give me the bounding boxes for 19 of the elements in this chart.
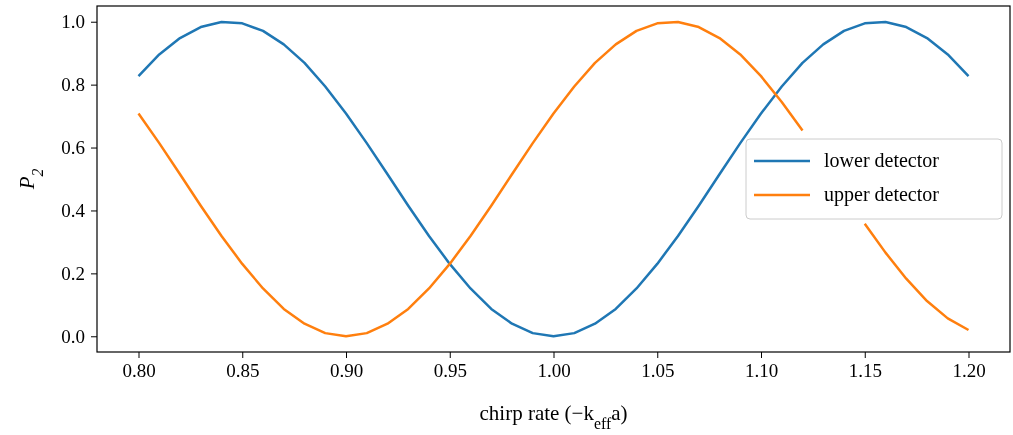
- x-tick-label: 0.90: [329, 360, 364, 382]
- line-series: [137, 20, 970, 338]
- legend-label: upper detector: [824, 183, 940, 206]
- y-tick-label: 0.2: [61, 262, 85, 284]
- y-tick-label: 0.0: [61, 325, 85, 347]
- x-tick-label: 0.85: [226, 360, 260, 382]
- y-tick-label: 0.8: [61, 74, 85, 96]
- x-tick-label: 1.10: [744, 360, 779, 382]
- x-tick-label: 1.00: [537, 360, 571, 382]
- y-tick-label: 0.4: [61, 200, 86, 222]
- x-tick-label: 0.95: [433, 360, 467, 382]
- legend-label: lower detector: [824, 149, 940, 171]
- x-tick-label: 0.80: [122, 360, 156, 382]
- x-tick-label: 1.05: [641, 360, 675, 382]
- x-tick-label: 1.15: [848, 360, 882, 382]
- x-axis-title: chirp rate (−k$_{eff}$a): [479, 401, 628, 432]
- y-tick-label: 0.6: [61, 137, 85, 159]
- x-tick-label: 1.20: [952, 360, 986, 382]
- y-tick-label: 1.0: [61, 11, 85, 33]
